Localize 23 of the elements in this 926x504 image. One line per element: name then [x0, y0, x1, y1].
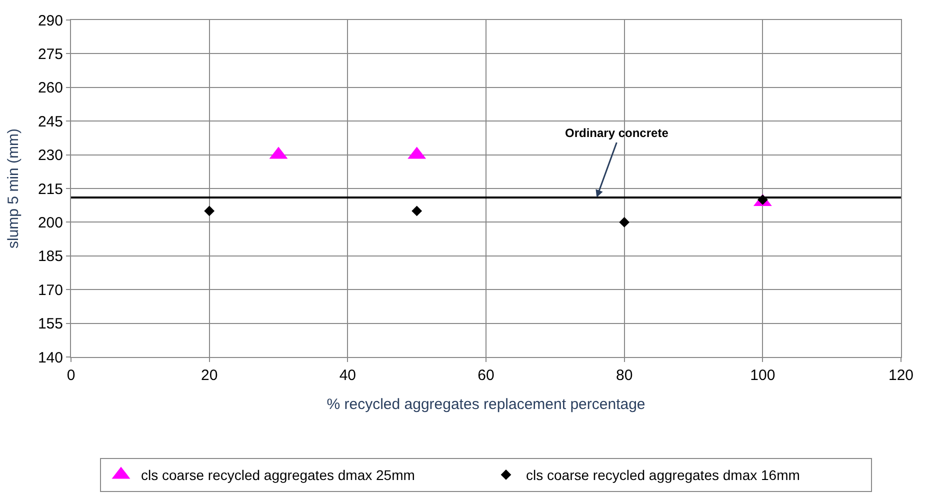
- y-tick-label: 230: [38, 147, 63, 164]
- x-tick-label: 20: [200, 367, 218, 384]
- x-tick-label: 100: [750, 367, 776, 384]
- x-axis-title: % recycled aggregates replacement percentage: [326, 396, 646, 413]
- y-tick-label: 200: [38, 214, 63, 232]
- y-tick-label: 155: [38, 316, 63, 333]
- y-tick-label: 140: [38, 349, 63, 366]
- y-tick-label: 215: [38, 180, 63, 198]
- y-tick-label: 260: [38, 80, 63, 97]
- legend-label: cls coarse recycled aggregates dmax 25mm: [141, 467, 415, 484]
- x-tick-label: 40: [339, 367, 356, 384]
- y-tick-label: 290: [38, 12, 63, 30]
- annotation: Ordinary concrete: [565, 126, 669, 140]
- x-tick-label: 60: [478, 367, 494, 384]
- x-tick-label: 80: [616, 367, 633, 384]
- x-tick-label: 120: [888, 367, 914, 384]
- legend-label: cls coarse recycled aggregates dmax 16mm: [526, 467, 800, 484]
- y-tick-label: 245: [38, 113, 63, 130]
- y-tick-label: 170: [38, 282, 63, 299]
- y-tick-label: 185: [38, 248, 63, 266]
- x-tick-label: 0: [66, 367, 76, 384]
- y-axis-title: slump 5 min (mm): [5, 128, 22, 249]
- y-tick-label: 275: [38, 46, 63, 63]
